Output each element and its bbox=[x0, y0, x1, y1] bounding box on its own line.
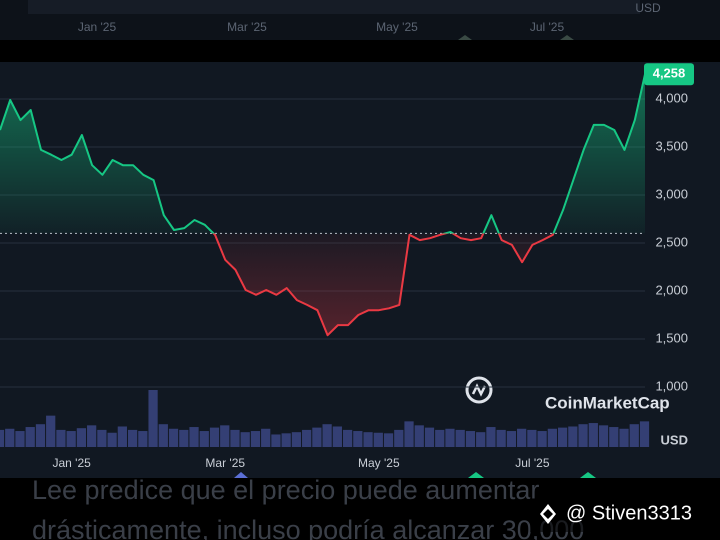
caption-line: Lee predice que el precio puede aumentar bbox=[32, 475, 539, 505]
volume-bar bbox=[168, 428, 179, 447]
volume-bar bbox=[414, 425, 424, 447]
volume-bar bbox=[0, 429, 5, 447]
caption-line: drásticamente, incluso podría alcanzar 3… bbox=[32, 515, 584, 540]
volume-bar bbox=[547, 428, 557, 447]
volume-bar bbox=[117, 426, 127, 447]
volume-bar bbox=[342, 429, 353, 447]
volume-bar bbox=[46, 415, 56, 447]
area bbox=[0, 74, 645, 336]
volume-bar bbox=[383, 433, 394, 447]
volume-bar bbox=[240, 432, 250, 447]
volume-bar bbox=[598, 425, 609, 447]
volume-bar bbox=[148, 390, 158, 447]
volume-bar bbox=[15, 431, 25, 447]
volume-bar bbox=[353, 431, 363, 447]
y-tick-label: 1,000 bbox=[655, 378, 688, 393]
volume-bar bbox=[557, 427, 568, 447]
y-tick-label: 1,500 bbox=[655, 330, 688, 345]
credit-bg bbox=[530, 498, 720, 532]
volume-bar bbox=[271, 434, 281, 447]
x-tick-label: Jul '25 bbox=[515, 456, 550, 470]
volume-bar bbox=[394, 429, 404, 447]
volume-bar bbox=[496, 429, 506, 447]
volume-bar bbox=[158, 424, 168, 447]
y-unit: USD bbox=[661, 432, 688, 447]
top-strip-label: Jul '25 bbox=[530, 20, 565, 34]
volume-bar bbox=[639, 421, 650, 447]
volume-bar bbox=[250, 431, 261, 447]
y-tick-label: 2,000 bbox=[655, 282, 688, 297]
volume-bar bbox=[25, 427, 35, 447]
event-marker bbox=[234, 472, 248, 478]
volume-bar bbox=[527, 429, 537, 447]
volume-bar bbox=[281, 433, 291, 447]
volume-bar bbox=[322, 424, 332, 447]
volume-bar bbox=[506, 431, 517, 447]
volume-bar bbox=[76, 428, 87, 447]
volume-bar bbox=[199, 431, 209, 447]
x-tick-label: May '25 bbox=[358, 456, 400, 470]
volume-bar bbox=[189, 427, 199, 447]
volume-bar bbox=[588, 423, 598, 447]
volume-bar bbox=[209, 427, 220, 447]
event-marker bbox=[468, 472, 596, 478]
volume-bar bbox=[332, 426, 342, 447]
watermark: CoinMarketCap bbox=[545, 393, 670, 412]
top-strip-volume bbox=[28, 0, 640, 14]
top-strip-unit: USD bbox=[635, 1, 661, 15]
top-strip-label: Mar '25 bbox=[227, 20, 267, 34]
volume-bar bbox=[97, 429, 107, 447]
x-tick-label: Mar '25 bbox=[205, 456, 245, 470]
volume-bar bbox=[465, 431, 476, 447]
volume-bar bbox=[609, 427, 619, 447]
volume-bar bbox=[455, 429, 465, 447]
volume-bar bbox=[291, 432, 302, 447]
price-line bbox=[0, 73, 646, 337]
volume-bar bbox=[537, 431, 547, 447]
credit: @ Stiven3313 bbox=[566, 502, 692, 524]
volume-bar bbox=[87, 425, 97, 447]
top-strip-label: May '25 bbox=[376, 20, 418, 34]
volume-bar bbox=[35, 424, 46, 447]
volume-bar bbox=[312, 427, 322, 447]
volume-bar bbox=[517, 428, 527, 447]
y-tick-label: 3,500 bbox=[655, 138, 688, 153]
volume-bar bbox=[486, 427, 496, 447]
volume-bar bbox=[619, 428, 629, 447]
credit-icon bbox=[540, 504, 556, 524]
volume-bar bbox=[424, 427, 435, 447]
volume-bar bbox=[404, 421, 414, 447]
volume-bar bbox=[127, 429, 138, 447]
top-strip-marker bbox=[458, 35, 574, 40]
top-strip-label: Jan '25 bbox=[78, 20, 117, 34]
volume-bar bbox=[179, 429, 189, 447]
volume-bar bbox=[476, 432, 486, 447]
volume-bar bbox=[435, 429, 445, 447]
volume-bar bbox=[220, 425, 230, 447]
volume-bar bbox=[107, 432, 117, 447]
last-price-label: 4,258 bbox=[653, 66, 686, 81]
volume-bar bbox=[5, 428, 15, 447]
volume-bar bbox=[302, 429, 312, 447]
watermark-logo bbox=[465, 376, 493, 404]
last-price-badge bbox=[644, 63, 694, 86]
y-tick-label: 2,500 bbox=[655, 234, 688, 249]
volume-bar bbox=[629, 424, 639, 447]
volume-bar bbox=[445, 428, 455, 447]
volume-bar bbox=[56, 429, 66, 447]
y-tick-label: 4,000 bbox=[655, 90, 688, 105]
y-tick-label: 3,000 bbox=[655, 186, 688, 201]
volume-bar bbox=[261, 428, 271, 447]
x-tick-label: Jan '25 bbox=[53, 456, 92, 470]
watermark-logo-mark bbox=[471, 383, 487, 397]
volume-bar bbox=[363, 432, 373, 447]
volume-bar bbox=[373, 432, 383, 447]
volume-bar bbox=[138, 431, 148, 447]
volume-bar bbox=[66, 431, 76, 447]
volume-bar bbox=[568, 426, 578, 447]
volume-bar bbox=[230, 429, 240, 447]
volume-bar bbox=[578, 424, 588, 447]
